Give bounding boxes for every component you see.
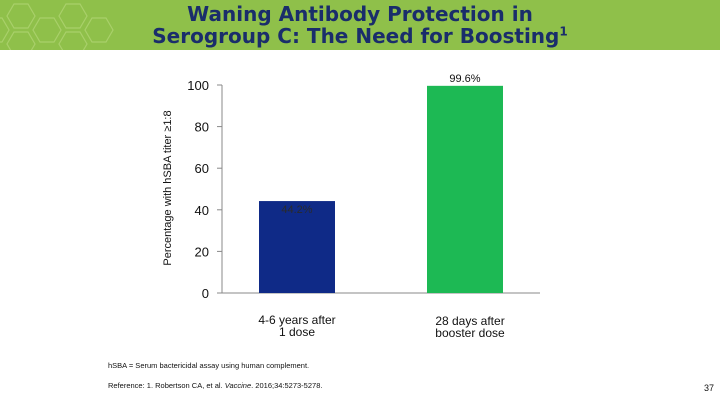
y-tick-label: 100 bbox=[187, 78, 209, 93]
y-axis-label: Percentage with hSBA titer ≥1:8 bbox=[162, 110, 174, 265]
y-tick-label: 60 bbox=[195, 161, 209, 176]
x-tick-label-1-2: 1 dose bbox=[279, 325, 315, 339]
title-banner: Waning Antibody Protection in Serogroup … bbox=[0, 0, 720, 50]
x-tick-label-1-1: 4-6 years after bbox=[258, 313, 335, 327]
y-tick-label: 40 bbox=[195, 203, 209, 218]
title-line-1: Waning Antibody Protection in bbox=[187, 2, 533, 26]
hexagon-pattern-icon bbox=[0, 3, 114, 50]
y-tick-label: 0 bbox=[202, 286, 209, 301]
title-line-2-text: Serogroup C: The Need for Boosting bbox=[152, 24, 560, 48]
footnote: hSBA = Serum bactericidal assay using hu… bbox=[108, 361, 310, 370]
title-line-2: Serogroup C: The Need for Boosting1 bbox=[120, 25, 600, 47]
x-tick-label-2-2: booster dose bbox=[435, 326, 505, 340]
page-number: 37 bbox=[703, 383, 714, 393]
data-label-2: 99.6% bbox=[449, 73, 480, 85]
title-superscript: 1 bbox=[559, 24, 568, 39]
reference-journal: Vaccine bbox=[224, 381, 252, 390]
y-tick-label: 20 bbox=[195, 244, 209, 259]
reference-suffix: . 2016;34:5273-5278. bbox=[251, 381, 323, 390]
y-tick-label: 80 bbox=[195, 120, 209, 135]
bar-1 bbox=[259, 201, 335, 293]
reference-prefix: Reference: 1. Robertson CA, et al. bbox=[108, 381, 225, 390]
data-label-1: 44.2% bbox=[281, 204, 312, 216]
bar-2 bbox=[427, 85, 503, 293]
page-title: Waning Antibody Protection in Serogroup … bbox=[120, 3, 600, 47]
reference: Reference: 1. Robertson CA, et al. Vacci… bbox=[108, 381, 322, 390]
x-tick-label-2-1: 28 days after bbox=[435, 314, 504, 328]
